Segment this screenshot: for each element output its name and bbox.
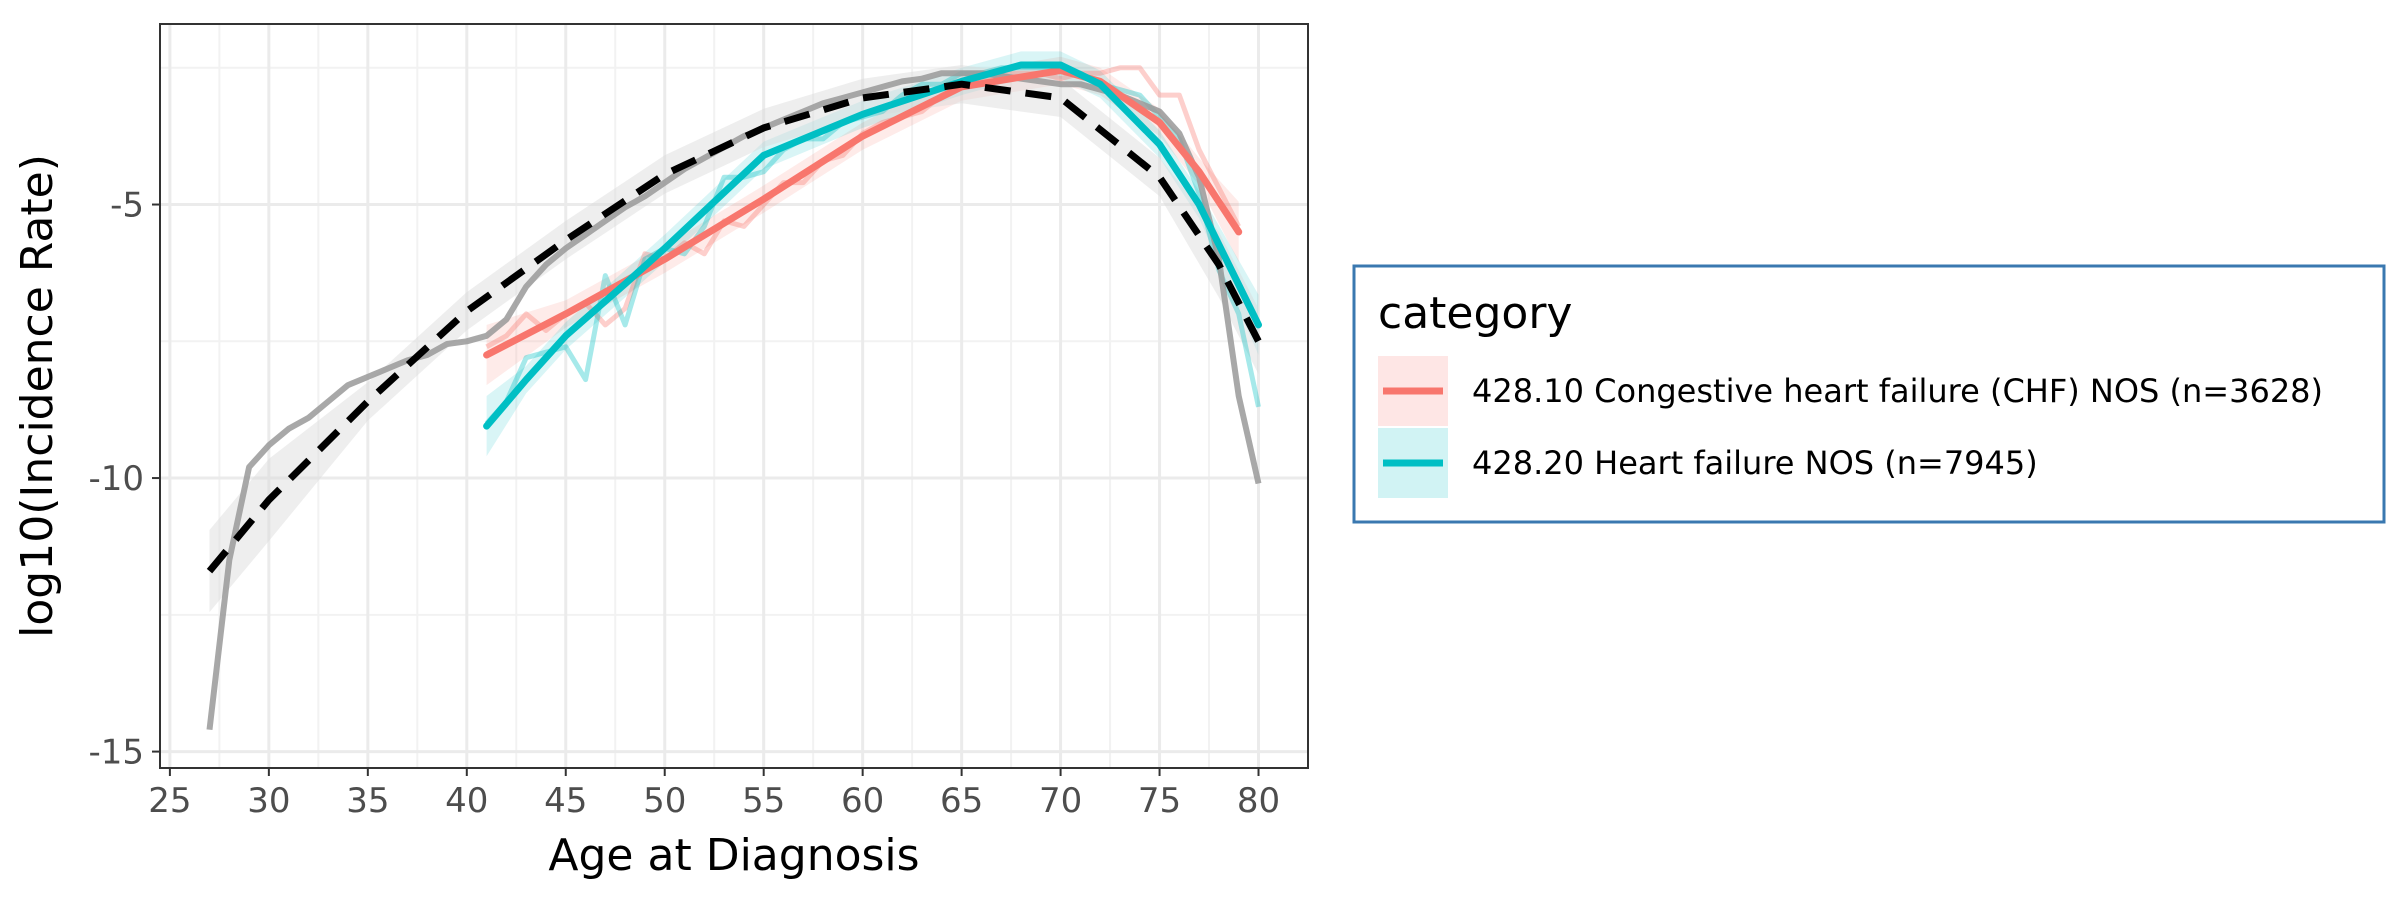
x-tick-label: 40 bbox=[445, 781, 488, 821]
x-tick-label: 45 bbox=[544, 781, 587, 821]
x-tick-label: 80 bbox=[1237, 781, 1280, 821]
y-tick-label: -10 bbox=[88, 459, 144, 499]
x-tick-label: 65 bbox=[940, 781, 983, 821]
confidence-ribbons bbox=[209, 51, 1259, 613]
plot-panel bbox=[160, 24, 1308, 768]
x-tick-label: 75 bbox=[1138, 781, 1181, 821]
x-tick-label: 35 bbox=[346, 781, 389, 821]
plot-panel-border bbox=[159, 23, 1309, 769]
x-tick-label: 30 bbox=[247, 781, 290, 821]
x-tick-label: 55 bbox=[742, 781, 785, 821]
legend-label-chf: 428.10 Congestive heart failure (CHF) NO… bbox=[1472, 372, 2323, 410]
y-axis-title: log10(Incidence Rate) bbox=[12, 154, 63, 638]
line-smooth-hf bbox=[483, 61, 1262, 430]
ribbon-reference bbox=[209, 65, 1259, 613]
legend-label-hf: 428.20 Heart failure NOS (n=7945) bbox=[1472, 444, 2038, 482]
x-axis: 25 30 35 40 45 50 55 60 65 70 75 80 bbox=[148, 768, 1280, 821]
line-reference-raw bbox=[206, 70, 1262, 731]
legend: category 428.10 Congestive heart failure… bbox=[1352, 264, 2386, 524]
x-tick-label: 70 bbox=[1039, 781, 1082, 821]
x-tick-label: 50 bbox=[643, 781, 686, 821]
line-reference-smooth bbox=[206, 80, 1262, 574]
y-axis: -5 -10 -15 bbox=[88, 186, 160, 773]
legend-title: category bbox=[1378, 288, 1572, 339]
legend-box bbox=[1352, 264, 2386, 524]
legend-item-hf: 428.20 Heart failure NOS (n=7945) bbox=[1378, 428, 2038, 498]
y-tick-label: -15 bbox=[88, 733, 144, 773]
smoothed-series-lines bbox=[206, 61, 1262, 574]
x-tick-label: 60 bbox=[841, 781, 884, 821]
x-tick-label: 25 bbox=[148, 781, 191, 821]
legend-item-chf: 428.10 Congestive heart failure (CHF) NO… bbox=[1378, 356, 2323, 426]
y-tick-label: -5 bbox=[110, 186, 144, 226]
x-axis-title: Age at Diagnosis bbox=[548, 830, 919, 881]
